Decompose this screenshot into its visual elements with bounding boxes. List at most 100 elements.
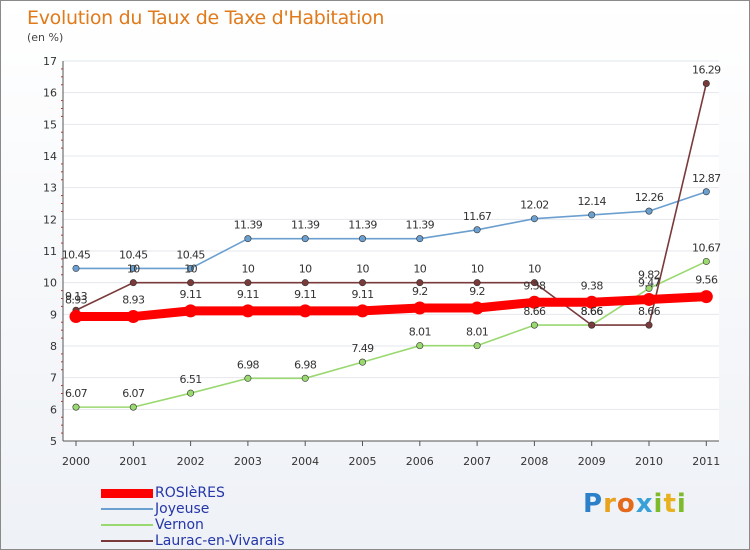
series-line [75,260,708,408]
data-point [473,279,481,287]
x-tick-label: 2003 [234,455,262,468]
x-tick-label: 2001 [119,455,147,468]
x-tick-label: 2009 [578,455,606,468]
data-point [473,226,481,234]
y-tick-label: 9 [50,308,57,321]
data-label: 10.45 [119,248,148,261]
data-point [588,321,596,329]
legend-swatch [101,489,153,498]
data-label: 8.01 [466,326,488,339]
y-tick-label: 17 [43,55,57,68]
data-point [129,264,137,272]
data-label: 6.07 [122,387,145,400]
data-label: 10 [471,263,484,276]
data-label: 6.98 [294,358,317,371]
data-point [358,358,366,366]
data-point [645,207,653,215]
data-label: 8.93 [65,294,88,307]
data-label: 12.02 [520,199,549,212]
y-tick-label: 7 [50,372,57,385]
data-point [187,264,195,272]
data-label: 11.39 [234,219,263,232]
chart-title: Evolution du Taux de Taxe d'Habitation [27,7,385,29]
data-point [298,304,312,318]
y-tick-label: 8 [50,340,57,353]
data-label: 6.98 [237,358,260,371]
data-label: 8.01 [409,326,431,339]
data-label: 6.07 [65,387,88,400]
data-label: 11.39 [406,219,435,232]
data-label: 10 [299,263,312,276]
data-label: 12.14 [577,195,606,208]
data-point [588,211,596,219]
x-tick-label: 2010 [635,455,663,468]
data-point [585,295,599,309]
data-label: 9.47 [638,276,661,289]
data-label: 9.38 [581,279,604,292]
data-point [187,389,195,397]
legend-swatch [101,508,153,510]
y-tick-label: 11 [43,245,57,258]
data-label: 9.2 [412,285,428,298]
logo-letter: i [653,489,664,519]
chart-unit: (en %) [27,31,64,44]
data-point [244,374,252,382]
series-line [75,82,708,326]
data-point [702,79,710,87]
data-label: 9.82 [638,268,660,281]
data-point [358,279,366,287]
data-label: 9.56 [695,274,718,287]
data-label: 9.13 [65,290,88,303]
proxiti-logo: Proxiti [583,489,687,519]
x-tick-label: 2000 [62,455,90,468]
x-tick-label: 2002 [177,455,205,468]
y-tick-label: 5 [50,435,57,448]
data-point [416,279,424,287]
legend-swatch [101,540,153,542]
legend-label: Laurac-en-Vivarais [155,533,285,549]
data-point [416,235,424,243]
data-point [241,304,255,318]
data-point [416,342,424,350]
x-tick-label: 2008 [520,455,548,468]
data-point [702,188,710,196]
data-point [184,304,198,318]
chart-axes: 5 6 7 8 9 10 11 12 13 14 15 16 17 2000 2001 2002 2003 200… [43,55,720,468]
data-point [530,321,538,329]
data-point [301,235,309,243]
y-tick-label: 15 [43,118,57,131]
data-point [356,304,369,318]
x-tick-label: 2006 [406,455,434,468]
y-tick-label: 16 [43,87,57,100]
data-label: 7.49 [351,342,374,355]
x-tick-label: 2007 [463,455,491,468]
data-label: 9.11 [294,288,316,301]
data-label: 9.11 [351,288,373,301]
data-label: 9.11 [180,288,202,301]
data-point [358,235,366,243]
logo-letter: t [663,489,677,519]
data-label: 10 [356,263,369,276]
data-label: 11.39 [291,219,320,232]
legend-label: Joyeuse [155,501,210,517]
y-tick-label: 14 [43,150,57,163]
data-label: 10 [184,263,197,276]
legend-label: Vernon [155,517,204,533]
data-point [473,342,481,350]
data-label: 8.66 [581,305,604,318]
data-point [645,284,653,292]
data-point [126,310,140,324]
legend-label: ROSIèRES [155,485,225,501]
data-label: 11.67 [463,210,492,223]
data-label: 6.51 [180,373,202,386]
data-point [413,301,427,315]
data-point [69,310,83,324]
data-label: 12.26 [635,191,664,204]
data-labels-layer: 8.93 8.93 9.11 9.11 9.11 9.11 9.2 9.2 9.38 9.38 9.… [62,63,722,400]
logo-letter: r [603,489,617,519]
y-tick-label: 6 [50,403,57,416]
data-label: 9.38 [523,279,546,292]
data-point [244,279,252,287]
data-label: 8.66 [638,305,661,318]
